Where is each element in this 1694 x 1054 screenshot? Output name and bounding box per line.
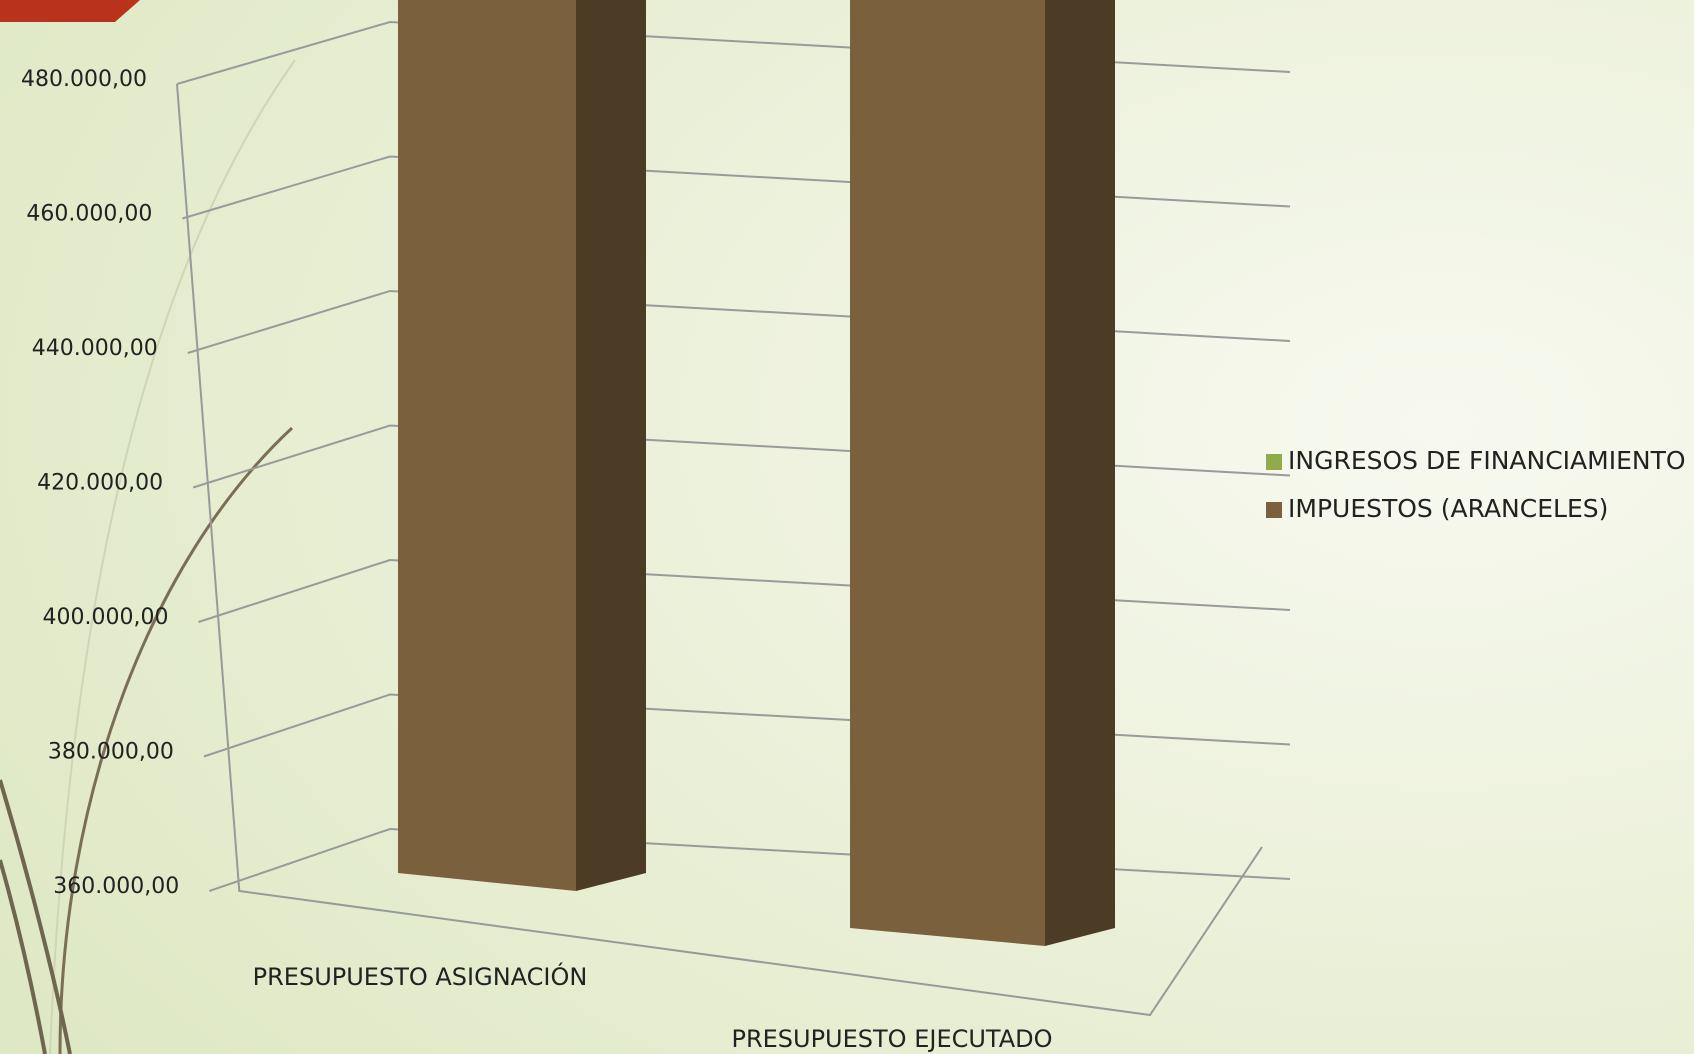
y-tick-label: 420.000,00 bbox=[37, 471, 163, 496]
bar-front bbox=[398, 0, 576, 891]
legend-label: IMPUESTOS (ARANCELES) bbox=[1288, 494, 1608, 523]
decor-curve bbox=[0, 859, 47, 1054]
bar-front bbox=[850, 0, 1045, 946]
y-tick-label: 440.000,00 bbox=[32, 336, 158, 361]
y-tick-label: 460.000,00 bbox=[26, 202, 152, 227]
x-tick-label: PRESUPUESTO EJECUTADO bbox=[731, 1025, 1052, 1053]
x-tick-label: PRESUPUESTO ASIGNACIÓN bbox=[253, 961, 588, 991]
bar-side bbox=[1045, 0, 1115, 946]
bars bbox=[398, 0, 1115, 946]
legend-swatch bbox=[1266, 502, 1282, 518]
decor-curve bbox=[58, 426, 294, 1054]
decor-curve bbox=[49, 59, 296, 1054]
decor-curve bbox=[0, 779, 72, 1054]
corner-accent bbox=[0, 0, 140, 22]
y-tick-label: 360.000,00 bbox=[53, 874, 179, 899]
legend-swatch bbox=[1266, 454, 1282, 470]
bar-side bbox=[576, 0, 646, 891]
y-tick-label: 380.000,00 bbox=[48, 740, 174, 765]
labels: 360.000,00 380.000,00 400.000,00 420.000,00… bbox=[21, 67, 1686, 1053]
legend-label: INGRESOS DE FINANCIAMIENTO bbox=[1288, 446, 1686, 475]
y-tick-label: 400.000,00 bbox=[43, 605, 169, 630]
axis-line bbox=[176, 83, 1263, 1017]
y-tick-label: 480.000,00 bbox=[21, 67, 147, 92]
